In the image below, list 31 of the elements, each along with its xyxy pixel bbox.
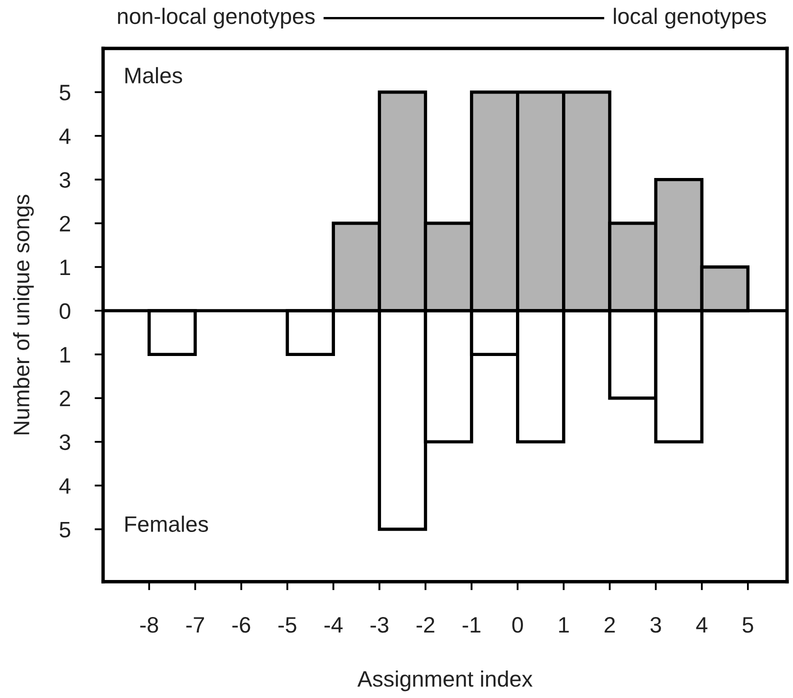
y-tick-label: 3 xyxy=(60,434,70,450)
y-tick-label: 2 xyxy=(60,390,70,406)
x-tick-label: -2 xyxy=(416,617,434,633)
x-axis-title: Assignment index xyxy=(357,670,533,692)
x-tick-label: 1 xyxy=(559,617,569,633)
text: local genotypes xyxy=(614,8,766,29)
y-tick-label: 1 xyxy=(60,347,70,362)
x-tick-label: 0 xyxy=(512,617,523,633)
x-tick-label: 3 xyxy=(650,617,661,633)
y-axis-title: Number of unique songs xyxy=(13,194,34,434)
y-tick-label: 1 xyxy=(60,260,70,276)
y-tick-label: 4 xyxy=(59,128,70,144)
y-tick-label: 2 xyxy=(60,216,70,232)
x-tick-label: -6 xyxy=(232,617,250,633)
x-tick-label: -1 xyxy=(462,617,480,633)
x-tick-label: -3 xyxy=(370,617,388,633)
y-tick-label: 4 xyxy=(59,478,70,494)
x-tick-label: -8 xyxy=(140,617,158,633)
y-tick-label: 3 xyxy=(60,172,70,188)
x-tick-label: 4 xyxy=(696,617,708,633)
y-tick-label: 5 xyxy=(60,522,70,538)
annotation: Females xyxy=(125,516,208,532)
y-tick-label: 0 xyxy=(60,303,70,319)
annotation: Males xyxy=(125,67,182,84)
text: non-local genotypes xyxy=(118,8,315,29)
x-tick-label: -5 xyxy=(278,617,296,633)
x-tick-label: -7 xyxy=(186,617,204,633)
x-tick-label: 5 xyxy=(742,617,754,633)
x-tick-label: -4 xyxy=(324,617,343,633)
x-tick-label: 2 xyxy=(604,617,615,633)
y-tick-label: 5 xyxy=(60,84,70,100)
